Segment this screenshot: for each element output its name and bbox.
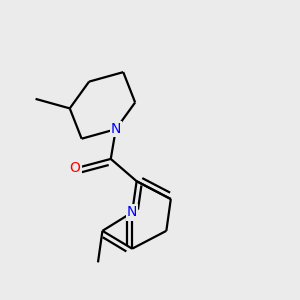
Text: O: O <box>70 161 80 176</box>
Text: N: N <box>111 122 121 136</box>
Text: N: N <box>127 206 137 219</box>
